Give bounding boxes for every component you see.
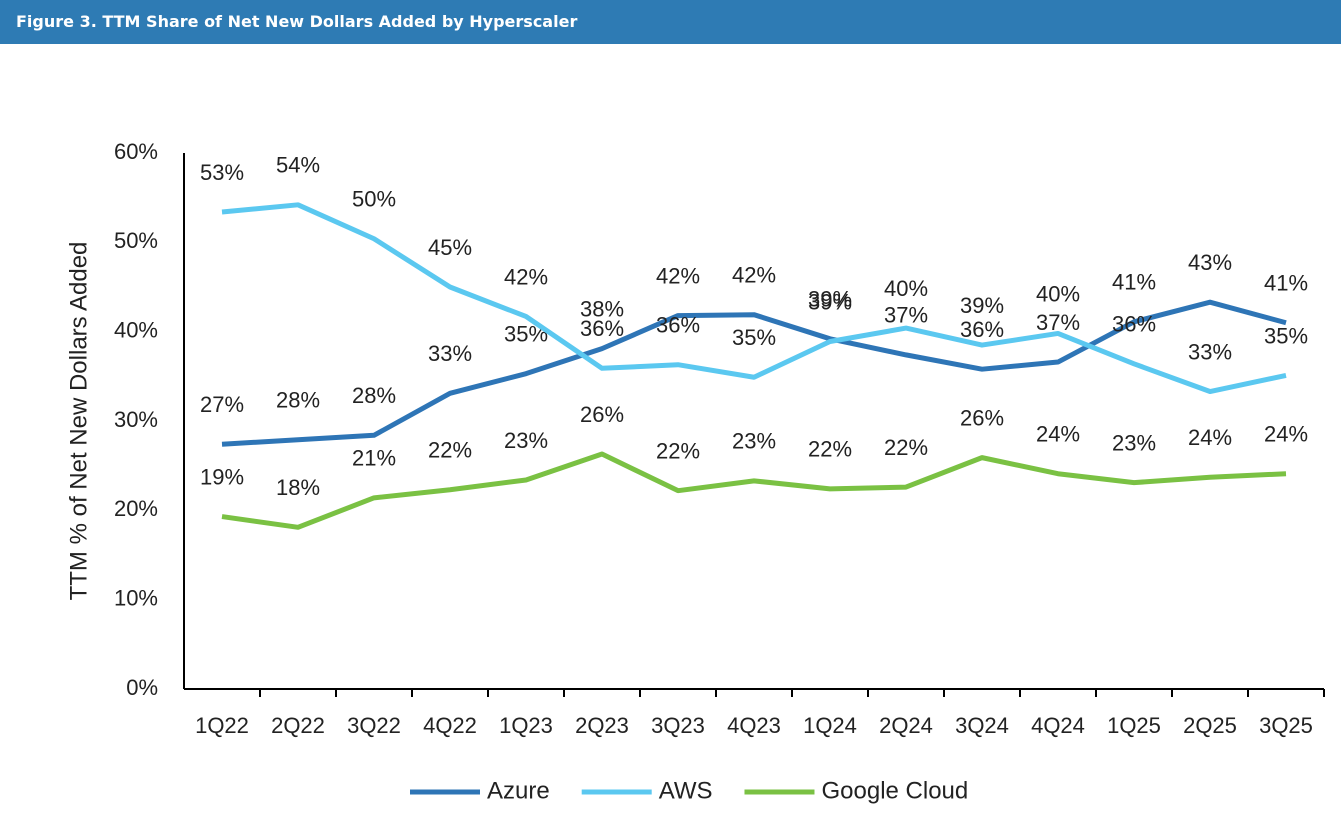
y-tick-label: 50% <box>114 228 158 253</box>
data-label: 26% <box>580 402 624 427</box>
data-label: 38% <box>580 296 624 321</box>
x-tick-label: 3Q22 <box>347 713 401 738</box>
x-tick-label: 3Q25 <box>1259 713 1313 738</box>
data-label: 22% <box>428 438 472 463</box>
data-label: 21% <box>352 446 396 471</box>
chart: TTM % of Net New Dollars Added 0% 10% 20% 3… <box>65 139 1325 804</box>
data-label: 42% <box>732 263 776 288</box>
data-label: 37% <box>884 303 928 328</box>
legend-label: Azure <box>487 777 550 804</box>
data-label: 22% <box>808 437 852 462</box>
data-label: 43% <box>1188 250 1232 275</box>
data-label: 24% <box>1188 425 1232 450</box>
series-line <box>221 202 1287 395</box>
data-label: 40% <box>1036 281 1080 306</box>
chart-title: Figure 3. TTM Share of Net New Dollars A… <box>0 0 1341 44</box>
data-label: 54% <box>276 153 320 178</box>
data-label: 39% <box>808 287 852 312</box>
x-tick-label: 4Q22 <box>423 713 477 738</box>
data-label: 24% <box>1264 422 1308 447</box>
x-tick-label: 1Q25 <box>1107 713 1161 738</box>
y-tick-label: 10% <box>114 585 158 610</box>
data-label: 39% <box>808 289 852 314</box>
data-label: 22% <box>884 435 928 460</box>
data-label: 35% <box>732 325 776 350</box>
data-label: 42% <box>656 263 700 288</box>
series-line <box>221 299 1287 447</box>
data-label: 33% <box>428 341 472 366</box>
y-axis-label: TTM % of Net New Dollars Added <box>65 242 92 601</box>
data-label: 36% <box>1112 312 1156 337</box>
x-tick-label: 2Q23 <box>575 713 629 738</box>
y-tick-label: 20% <box>114 496 158 521</box>
data-label: 33% <box>1188 339 1232 364</box>
y-tick-label: 0% <box>126 675 158 700</box>
data-label: 37% <box>1036 310 1080 335</box>
data-label: 27% <box>200 392 244 417</box>
x-tick-label: 3Q23 <box>651 713 705 738</box>
data-label: 41% <box>1112 270 1156 295</box>
data-label: 50% <box>352 187 396 212</box>
data-label: 41% <box>1264 271 1308 296</box>
data-label: 36% <box>580 316 624 341</box>
data-label: 35% <box>1264 323 1308 348</box>
data-label: 39% <box>960 293 1004 318</box>
data-label: 28% <box>276 388 320 413</box>
data-label: 28% <box>352 383 396 408</box>
data-label: 23% <box>504 428 548 453</box>
y-tick-label: 40% <box>114 317 158 342</box>
data-label: 22% <box>656 438 700 463</box>
data-label: 26% <box>960 405 1004 430</box>
data-label: 42% <box>504 264 548 289</box>
x-tick-label: 1Q24 <box>803 713 857 738</box>
x-tick-label: 2Q25 <box>1183 713 1237 738</box>
y-tick-label: 60% <box>114 139 158 164</box>
x-tick-label: 4Q24 <box>1031 713 1085 738</box>
y-tick-label: 30% <box>114 407 158 432</box>
series-line <box>221 451 1287 530</box>
x-tick-label: 1Q22 <box>195 713 249 738</box>
data-label: 36% <box>656 313 700 338</box>
x-tick-label: 4Q23 <box>727 713 781 738</box>
data-label: 23% <box>1112 430 1156 455</box>
x-tick-label: 3Q24 <box>955 713 1009 738</box>
data-label: 53% <box>200 160 244 185</box>
x-tick-label: 2Q24 <box>879 713 933 738</box>
data-label: 40% <box>884 276 928 301</box>
data-label: 18% <box>276 475 320 500</box>
legend-label: AWS <box>659 777 713 804</box>
data-label: 45% <box>428 235 472 260</box>
data-label: 36% <box>960 317 1004 342</box>
data-label: 19% <box>200 464 244 489</box>
data-label: 23% <box>732 429 776 454</box>
legend-label: Google Cloud <box>821 777 968 804</box>
data-label: 24% <box>1036 422 1080 447</box>
x-tick-label: 2Q22 <box>271 713 325 738</box>
x-tick-label: 1Q23 <box>499 713 553 738</box>
